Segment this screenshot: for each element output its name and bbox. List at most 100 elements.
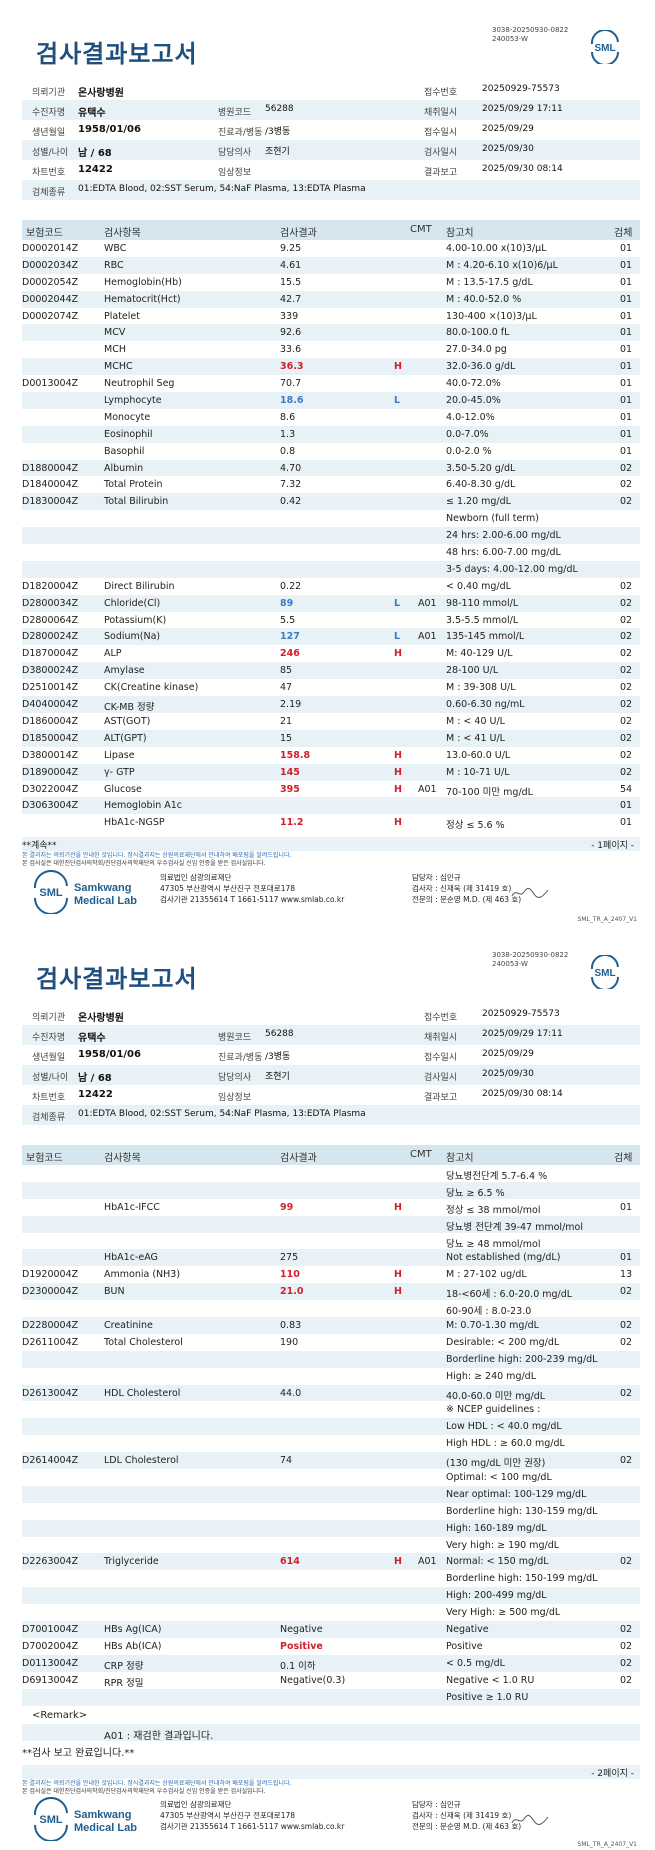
cell-result: 339 [280, 310, 299, 322]
cell-code: D0002054Z [22, 276, 79, 288]
cell-result: 4.61 [280, 259, 302, 271]
cell-specimen: 01 [620, 800, 633, 812]
value-org: 온사랑병원 [78, 1013, 124, 1024]
table-row: High: 200-499 mg/dL [22, 1587, 640, 1605]
cell-code: D3800024Z [22, 665, 79, 677]
cell-result: 9.25 [280, 243, 302, 254]
cell-code: D3800014Z [22, 749, 79, 761]
document-number: 3038-20250930-0822 240053-W [492, 26, 568, 44]
cell-test-name: HBs Ab(ICA) [104, 1640, 162, 1652]
cell-reference: 3.5-5.5 mmol/L [446, 614, 519, 626]
table-header: 보험코드 검사항목 검사결과 CMT 참고치 검체 [22, 220, 640, 240]
value-name: 유택수 [78, 1033, 106, 1044]
cell-test-name: Amylase [104, 665, 145, 677]
table-row: D0113004Z CRP 정량 0.1 이하 < 0.5 mg/dL 02 [22, 1654, 640, 1672]
table-row: D4040004Z CK-MB 정량 2.19 0.60-6.30 ng/mL 02 [22, 696, 640, 713]
cell-result: 92.6 [280, 327, 302, 339]
cell-test-name: Ammonia (NH3) [104, 1269, 181, 1281]
cell-reference: 4.0-12.0% [446, 411, 495, 423]
table-row: D3800014Z Lipase 158.8 H 13.0-60.0 U/L 02 [22, 747, 640, 764]
report-page-1: 검사결과보고서 3038-20250930-0822 240053-W SML … [22, 26, 640, 923]
cell-result: 89 [280, 597, 294, 609]
label-recv-date: 접수일시 [424, 128, 458, 138]
cell-test-name: Lipase [104, 749, 135, 761]
cell-reference: Optimal: < 100 mg/dL [446, 1472, 552, 1484]
cell-specimen: 01 [620, 243, 633, 254]
cell-specimen: 02 [620, 665, 633, 677]
continued-text: **계속** [22, 841, 57, 851]
cell-reference: 70-100 미만 mg/dL [446, 786, 533, 798]
cell-test-name: Sodium(Na) [104, 631, 161, 643]
table-row: Basophil 0.8 0.0-2.0 % 01 [22, 443, 640, 460]
label-org: 의뢰기관 [32, 88, 66, 98]
value-doctor: 조현기 [265, 1072, 290, 1082]
cell-result: 158.8 [280, 749, 311, 761]
info-row-1: 의뢰기관 온사랑병원 접수번호 20250929-75573 [22, 1005, 640, 1025]
cell-specimen: 01 [620, 428, 633, 440]
cell-result: 0.8 [280, 445, 296, 457]
cell-specimen: 02 [620, 749, 633, 761]
cell-reference: Near optimal: 100-129 mg/dL [446, 1488, 587, 1500]
cell-result: 11.2 [280, 817, 304, 829]
table-row: MCH 33.6 27.0-34.0 pg 01 [22, 341, 640, 358]
table-row: D2614004Z LDL Cholesterol 74 (130 mg/dL 미만 … [22, 1452, 640, 1469]
cell-reference: High: ≥ 240 mg/dL [446, 1370, 536, 1382]
staff-manager: 담당자 : 심민규 [412, 873, 461, 882]
signature-icon [511, 1814, 549, 1825]
table-row: D7001004Z HBs Ag(ICA) Negative Negative 02 [22, 1621, 640, 1638]
cell-test-name: CRP 정량 [104, 1660, 144, 1672]
remark-a01: A01 : 재검한 결과입니다. [104, 1731, 214, 1742]
table-row: MCHC 36.3 H 32.0-36.0 g/dL 01 [22, 358, 640, 376]
logo-text: SML [39, 1814, 63, 1826]
cell-reference: M : 4.20-6.10 x(10)6/µL [446, 259, 558, 271]
cell-specimen: 01 [620, 817, 633, 829]
cell-reference: M : 40.0-52.0 % [446, 293, 522, 305]
header-name: 검사항목 [104, 1153, 141, 1164]
label-specimen: 검체종류 [32, 1113, 66, 1123]
cell-test-name: γ- GTP [104, 766, 135, 778]
cell-reference: Borderline high: 130-159 mg/dL [446, 1505, 598, 1517]
cell-flag: H [394, 1556, 402, 1568]
table-row: 60-90세 : 8.0-23.0 [22, 1300, 640, 1317]
lab-address-line: 47305 부산광역시 부산진구 전포대로178 [160, 884, 296, 893]
cell-specimen: 02 [620, 1556, 633, 1568]
table-row: D1870004Z ALP 246 H M: 40-129 U/L 02 [22, 645, 640, 662]
cell-test-name: HbA1c-IFCC [104, 1201, 160, 1213]
header-code: 보험코드 [26, 228, 63, 239]
remark-a01-row: A01 : 재검한 결과입니다. [22, 1724, 640, 1742]
cell-test-name: Glucose [104, 783, 142, 795]
logo-text: SML [594, 968, 615, 979]
value-recv-no: 20250929-75573 [482, 84, 560, 94]
cell-test-name: CK(Creatine kinase) [104, 682, 199, 694]
cell-result: 127 [280, 631, 300, 643]
header-name: 검사항목 [104, 228, 141, 239]
cell-result: 42.7 [280, 293, 302, 305]
cell-test-name: MCHC [104, 361, 133, 373]
cell-reference: M : 27-102 ug/dL [446, 1269, 527, 1281]
lab-staff: 담당자 : 심민규 검사자 : 신재욱 (제 31419 호) 전문의 : 문순… [412, 872, 521, 905]
cell-test-name: LDL Cholesterol [104, 1455, 179, 1467]
cell-specimen: 02 [620, 631, 633, 643]
cell-code: D2614004Z [22, 1455, 79, 1467]
table-row: Optimal: < 100 mg/dL [22, 1469, 640, 1486]
cell-code: D2280004Z [22, 1320, 79, 1332]
lab-contact: 검사기관 21355614 T 1661-5117 www.smlab.co.k… [160, 895, 345, 904]
cell-reference: Normal: < 150 mg/dL [446, 1556, 549, 1568]
table-row: ※ NCEP guidelines : [22, 1401, 640, 1418]
notice-line-1: 본 결과지는 의뢰기관을 안내한 것입니다. 정식결과지는 상원의료재단에서 안… [22, 1780, 292, 1787]
info-row-4: 성별/나이 남 / 68 담당의사 조현기 검사일시 2025/09/30 [22, 1065, 640, 1085]
header-cmt: CMT [410, 224, 432, 235]
cell-test-name: Eosinophil [104, 428, 153, 440]
cell-cmt: A01 [418, 1556, 437, 1568]
cell-result: 190 [280, 1336, 299, 1348]
table-row: Very High: ≥ 500 mg/dL [22, 1604, 640, 1621]
cell-test-name: Direct Bilirubin [104, 580, 175, 592]
samkwang-logo-icon: SML Samkwang Medical Lab [33, 870, 137, 914]
table-row: Monocyte 8.6 4.0-12.0% 01 [22, 409, 640, 426]
label-sexage: 성별/나이 [32, 1073, 69, 1083]
cell-specimen: 02 [620, 1320, 633, 1332]
cell-result: 0.22 [280, 580, 302, 592]
cell-specimen: 02 [620, 496, 633, 508]
cell-specimen: 02 [620, 479, 633, 491]
cell-reference: 13.0-60.0 U/L [446, 749, 511, 761]
